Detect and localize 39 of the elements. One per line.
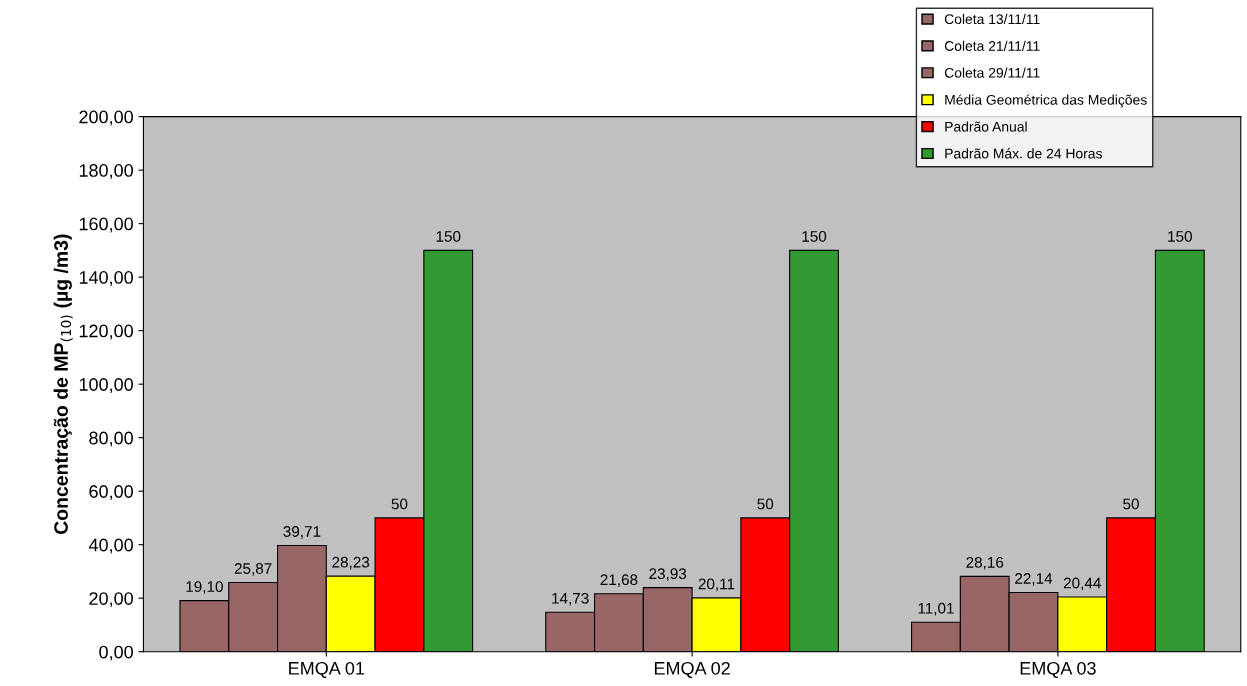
y-tick-label: 100,00 (79, 378, 133, 394)
data-label: 150 (436, 231, 461, 242)
legend-label: Média Geométrica das Medições (945, 94, 1147, 108)
data-label: 21,68 (600, 574, 638, 587)
data-label: 50 (1123, 498, 1139, 510)
data-label: 50 (757, 498, 774, 510)
data-label: 28,16 (966, 556, 1004, 570)
legend-label: Coleta 13/11/11 (944, 13, 1040, 25)
data-label: 19,10 (186, 581, 223, 594)
y-tick-label: 40,00 (88, 538, 133, 554)
legend-label: Coleta 21/11/11 (944, 40, 1040, 51)
data-label: 20,11 (698, 578, 735, 592)
data-label: 23,93 (649, 568, 687, 581)
legend-label: Coleta 29/11/11 (944, 67, 1040, 78)
data-label: 25,87 (234, 563, 272, 576)
y-tick-label: 60,00 (89, 485, 133, 501)
data-label: 22,14 (1015, 573, 1053, 586)
y-tick-label: 20,00 (89, 592, 133, 608)
data-label: 14,73 (552, 592, 589, 606)
y-tick-label: 200,00 (79, 110, 133, 126)
y-tick-label: 160,00 (79, 217, 133, 233)
y-axis-title: Concentração de MP$_{(10)}$ (µg /m3) (53, 234, 73, 535)
y-tick-label: 140,00 (79, 271, 133, 286)
x-tick-label: EMQA 01 (289, 661, 365, 678)
data-label: 150 (1168, 231, 1192, 242)
legend-label: Padrão Anual (945, 121, 1027, 132)
data-label: 20,44 (1063, 577, 1101, 591)
x-tick-label: EMQA 03 (1020, 661, 1096, 678)
y-tick-label: 180,00 (79, 164, 133, 179)
legend-label: Padrão Máx. de 24 Horas (945, 148, 1102, 159)
y-tick-label: 0,00 (99, 645, 133, 661)
data-label: 39,71 (283, 526, 321, 539)
data-label: 50 (391, 498, 408, 510)
y-tick-label: 120,00 (79, 324, 133, 340)
data-label: 28,23 (332, 556, 370, 570)
data-label: 150 (802, 231, 827, 242)
data-label: 11,01 (918, 602, 954, 616)
y-tick-label: 80,00 (89, 431, 133, 447)
x-tick-label: EMQA 02 (654, 661, 730, 678)
